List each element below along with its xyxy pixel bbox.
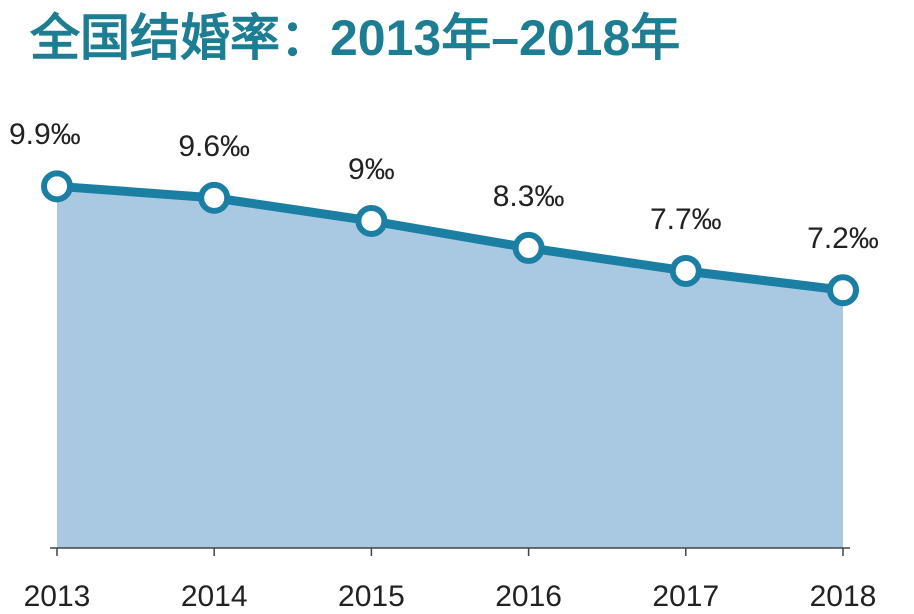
point (355, 204, 388, 237)
point (512, 231, 545, 264)
value-label: 9‰ (348, 153, 395, 186)
value-label: 7.7‰ (650, 203, 722, 236)
x-tick-label: 2014 (181, 580, 248, 613)
chart-title: 全国结婚率：2013年–2018年 (29, 10, 680, 66)
x-tick-label: 2017 (652, 580, 719, 613)
x-tick-label: 2015 (338, 580, 405, 613)
point (41, 170, 73, 203)
value-label: 8.3‰ (493, 180, 565, 213)
value-label: 9.9‰ (9, 118, 81, 151)
value-label: 7.2‰ (807, 222, 879, 255)
x-tick-label: 2016 (495, 580, 562, 613)
x-tick-label: 2013 (24, 580, 91, 613)
x-tick-label: 2018 (810, 580, 877, 613)
point (827, 274, 859, 307)
area-fill (57, 186, 843, 549)
point (198, 181, 231, 214)
value-label: 9.6‰ (178, 130, 250, 163)
line (56, 181, 844, 295)
point (669, 254, 702, 287)
